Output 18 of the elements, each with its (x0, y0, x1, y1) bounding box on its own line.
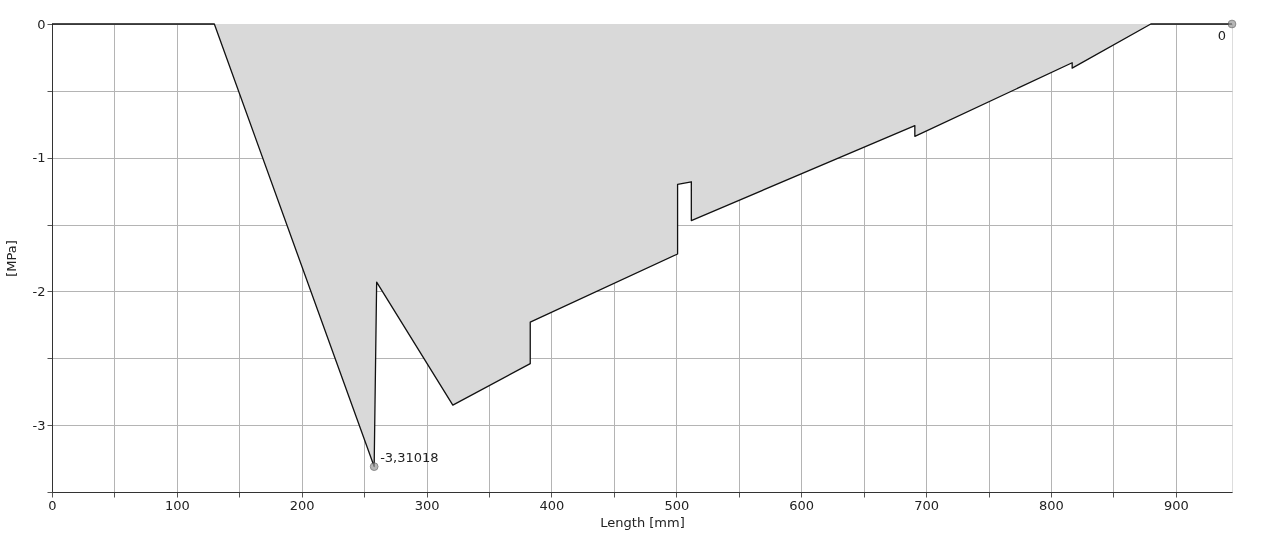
x-tick-label: 900 (1163, 497, 1189, 513)
x-tick-label: 800 (1039, 497, 1064, 513)
x-tick-label: 600 (789, 497, 815, 513)
x-tick-label: 100 (164, 497, 190, 513)
y-tick-label: 0 (37, 16, 46, 32)
x-tick-label: 300 (414, 497, 440, 513)
x-tick-label: 500 (664, 497, 690, 513)
x-tick-label: 400 (539, 497, 565, 513)
x-axis-title: Length [mm] (600, 514, 685, 530)
y-tick-label: -3 (32, 417, 46, 433)
annotation: 0 (1217, 28, 1226, 43)
x-tick-label: 0 (48, 497, 57, 513)
y-axis-title: [MPa] (3, 240, 19, 277)
x-tick-label: 200 (289, 497, 315, 513)
y-tick-label: -1 (32, 150, 46, 166)
annotation: -3,31018 (380, 449, 439, 465)
x-tick-label: 700 (914, 497, 939, 513)
y-tick-label: -2 (32, 283, 46, 299)
